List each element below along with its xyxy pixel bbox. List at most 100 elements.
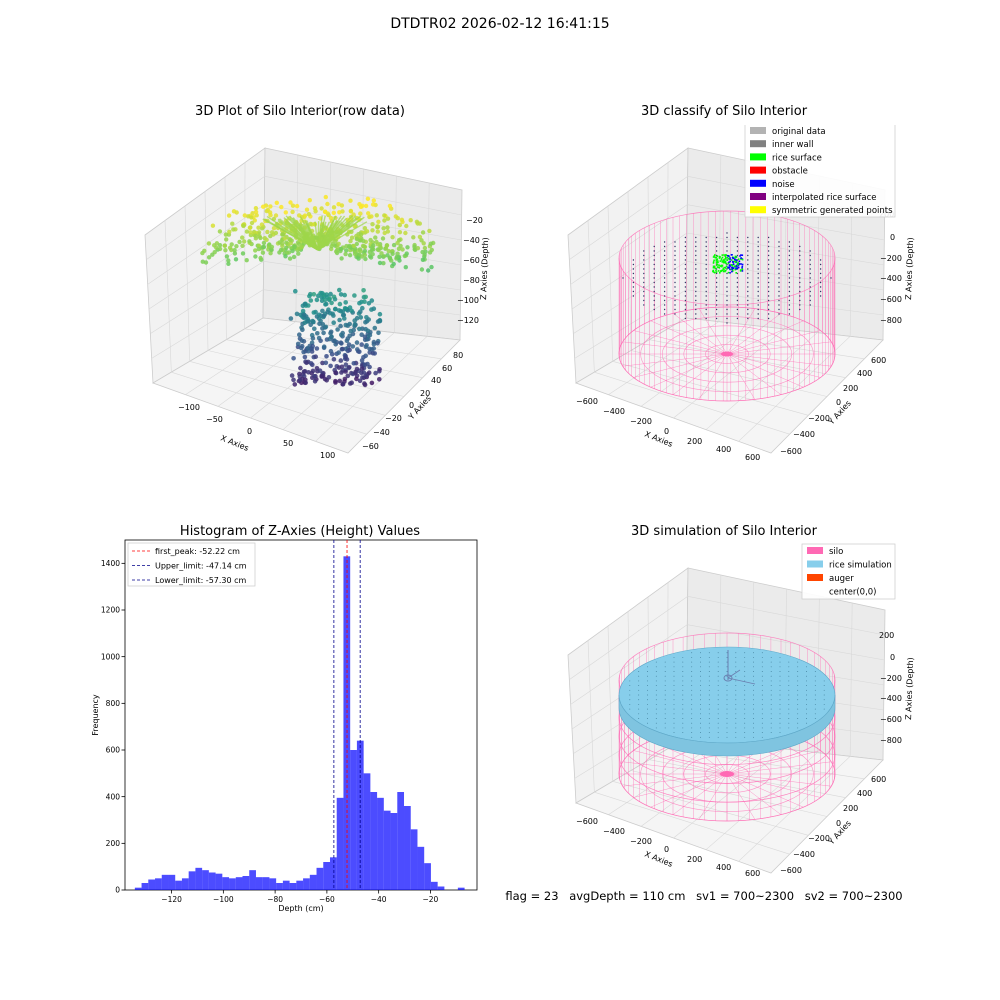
original-data-point (643, 272, 645, 275)
scatter-point (382, 213, 387, 218)
rice-mesh-point (691, 666, 693, 668)
rice-mesh-point (700, 680, 701, 682)
rice-mesh-point (744, 708, 746, 710)
scatter-point (335, 327, 340, 332)
rice-mesh-point (744, 718, 746, 719)
rice-surface-point (719, 256, 721, 258)
scatter-point (350, 344, 356, 349)
scatter-point (226, 258, 231, 263)
original-data-point (799, 277, 801, 279)
rice-mesh-point (779, 703, 781, 705)
original-data-point (767, 272, 770, 275)
noise-point (740, 263, 742, 265)
scatter-point (348, 198, 353, 203)
rice-surface-point (726, 259, 729, 261)
rice-surface-point (733, 260, 735, 263)
rice-mesh-point (744, 652, 746, 654)
scatter-point (375, 229, 380, 234)
rice-mesh-point (735, 666, 737, 668)
rice-mesh-point (691, 661, 693, 663)
scatter-point (349, 380, 355, 386)
histogram-bar (141, 883, 149, 890)
rice-mesh-point (753, 722, 754, 724)
original-data-point (715, 268, 718, 270)
simulation-x-tick: −400 (603, 827, 625, 836)
scatter-point (340, 346, 345, 352)
histogram-bar (350, 750, 357, 890)
original-data-point (715, 281, 718, 284)
scatter-point (343, 251, 348, 257)
original-data-point (663, 241, 666, 243)
original-data-point (757, 236, 759, 239)
original-data-point (809, 268, 811, 270)
rice-mesh-point (664, 689, 666, 691)
scatter-point (358, 309, 363, 315)
rice-surface-point (715, 271, 718, 273)
rice-mesh-point (753, 727, 754, 729)
rice-mesh-point (806, 694, 807, 696)
rice-mesh-point (779, 675, 781, 677)
rice-mesh-point (806, 718, 807, 719)
noise-point (731, 266, 733, 269)
original-data-point (695, 286, 697, 288)
original-data-point (653, 272, 655, 275)
scatter-point (305, 345, 310, 351)
scatter-point (366, 211, 371, 216)
scatter-point (231, 227, 236, 232)
simulation-y-tick: 200 (843, 804, 858, 813)
original-data-point (736, 245, 739, 248)
simulation-z-tick: −200 (880, 674, 902, 683)
noise-point (741, 267, 743, 269)
original-data-point (684, 299, 687, 302)
noise-point (740, 254, 742, 256)
rice-mesh-point (638, 713, 640, 715)
rice-mesh-point (726, 689, 728, 691)
rice-mesh-point (744, 736, 746, 738)
rice-mesh-point (691, 708, 693, 710)
rice-mesh-point (770, 727, 772, 729)
scatter-point (253, 209, 259, 215)
original-data-point (767, 250, 770, 252)
scatter-point (261, 240, 267, 246)
original-data-point (788, 290, 791, 293)
rice-mesh-point (691, 680, 693, 682)
scatter-point (302, 312, 307, 318)
raw-y-tick: −40 (373, 428, 390, 437)
rice-surface-point (712, 270, 714, 272)
scatter-point (311, 319, 316, 325)
simulation-x-tick: −200 (630, 837, 652, 846)
original-data-point (705, 317, 707, 320)
original-data-point (747, 304, 749, 306)
rice-mesh-point (673, 671, 675, 672)
rice-mesh-point (814, 680, 816, 682)
rice-mesh-point (761, 736, 763, 738)
original-data-point (674, 304, 676, 306)
original-data-point (819, 268, 822, 270)
original-data-point (726, 241, 728, 243)
rice-mesh-point (682, 666, 684, 668)
original-data-point (778, 304, 780, 306)
original-data-point (705, 250, 707, 252)
rice-mesh-point (788, 661, 790, 663)
original-data-point (819, 281, 822, 284)
histogram-threshold-lines (333, 540, 361, 890)
legend-swatch (750, 206, 766, 214)
rice-mesh-point (823, 703, 825, 705)
rice-mesh-point (744, 703, 746, 705)
scatter-point (237, 239, 242, 245)
scatter-point (310, 368, 316, 374)
scatter-point (369, 214, 374, 219)
rice-mesh-point (691, 699, 693, 701)
raw-y-tick: 60 (442, 364, 452, 373)
original-data-point (643, 281, 645, 284)
rice-mesh-point (797, 713, 799, 715)
simulation-x-tick: 0 (664, 845, 669, 854)
original-data-point (757, 317, 759, 320)
scatter-point (411, 235, 416, 240)
original-data-point (736, 272, 739, 275)
scatter-point (357, 300, 362, 306)
original-data-point (809, 272, 811, 275)
silo-floor-spoke (698, 353, 728, 400)
rice-mesh-point (682, 675, 684, 677)
rice-mesh-point (744, 666, 746, 668)
